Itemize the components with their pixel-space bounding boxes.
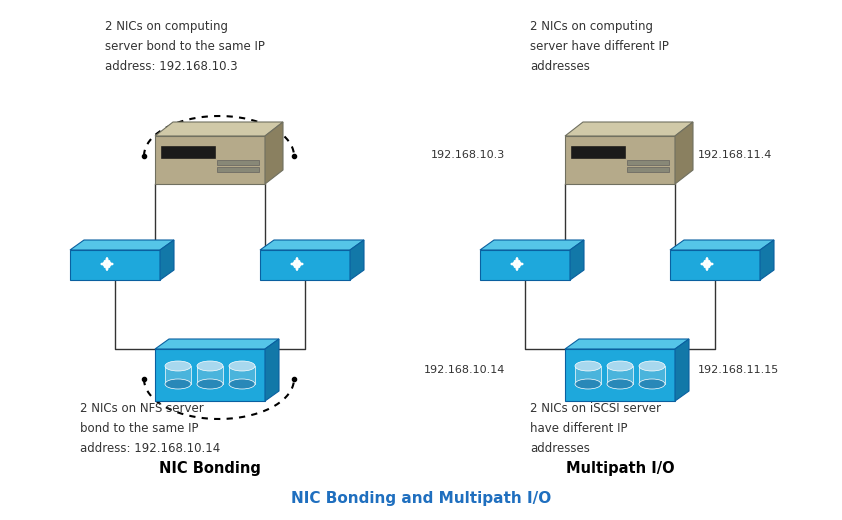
Ellipse shape <box>165 361 191 371</box>
Ellipse shape <box>165 379 191 389</box>
Polygon shape <box>350 240 364 280</box>
Polygon shape <box>155 349 265 401</box>
Text: 2 NICs on iSCSI server
have different IP
addresses: 2 NICs on iSCSI server have different IP… <box>530 402 661 455</box>
Text: 192.168.10.3: 192.168.10.3 <box>431 150 505 160</box>
Text: 192.168.11.4: 192.168.11.4 <box>698 150 772 160</box>
Ellipse shape <box>639 361 665 371</box>
Ellipse shape <box>575 379 601 389</box>
Ellipse shape <box>607 379 633 389</box>
Ellipse shape <box>575 361 601 371</box>
Text: 192.168.10.14: 192.168.10.14 <box>424 365 505 375</box>
Polygon shape <box>627 167 669 172</box>
Polygon shape <box>480 250 570 280</box>
Text: Multipath I/O: Multipath I/O <box>566 461 674 475</box>
Polygon shape <box>160 240 174 280</box>
Polygon shape <box>571 146 625 158</box>
Ellipse shape <box>639 379 665 389</box>
Polygon shape <box>575 366 601 384</box>
Polygon shape <box>155 136 265 184</box>
Polygon shape <box>627 160 669 165</box>
Text: 2 NICs on computing
server bond to the same IP
address: 192.168.10.3: 2 NICs on computing server bond to the s… <box>105 20 265 73</box>
Polygon shape <box>70 250 160 280</box>
Text: NIC Bonding: NIC Bonding <box>159 461 261 475</box>
Polygon shape <box>161 146 215 158</box>
Ellipse shape <box>197 379 223 389</box>
Polygon shape <box>675 339 689 401</box>
Polygon shape <box>565 339 689 349</box>
Polygon shape <box>565 136 675 184</box>
Polygon shape <box>570 240 584 280</box>
Polygon shape <box>260 250 350 280</box>
Text: NIC Bonding and Multipath I/O: NIC Bonding and Multipath I/O <box>290 490 552 505</box>
Polygon shape <box>265 122 283 184</box>
Polygon shape <box>607 366 633 384</box>
Polygon shape <box>565 349 675 401</box>
Polygon shape <box>197 366 223 384</box>
Polygon shape <box>70 240 174 250</box>
Polygon shape <box>639 366 665 384</box>
Text: 2 NICs on NFS server
bond to the same IP
address: 192.168.10.14: 2 NICs on NFS server bond to the same IP… <box>80 402 221 455</box>
Text: 2 NICs on computing
server have different IP
addresses: 2 NICs on computing server have differen… <box>530 20 669 73</box>
Polygon shape <box>155 122 283 136</box>
Polygon shape <box>155 339 279 349</box>
Ellipse shape <box>229 361 255 371</box>
Ellipse shape <box>197 361 223 371</box>
Polygon shape <box>217 167 259 172</box>
Polygon shape <box>229 366 255 384</box>
Polygon shape <box>565 122 693 136</box>
Polygon shape <box>217 160 259 165</box>
Polygon shape <box>670 240 774 250</box>
Polygon shape <box>260 240 364 250</box>
Polygon shape <box>675 122 693 184</box>
Polygon shape <box>670 250 760 280</box>
Ellipse shape <box>229 379 255 389</box>
Polygon shape <box>760 240 774 280</box>
Polygon shape <box>265 339 279 401</box>
Polygon shape <box>165 366 191 384</box>
Ellipse shape <box>607 361 633 371</box>
Text: 192.168.11.15: 192.168.11.15 <box>698 365 779 375</box>
Polygon shape <box>480 240 584 250</box>
